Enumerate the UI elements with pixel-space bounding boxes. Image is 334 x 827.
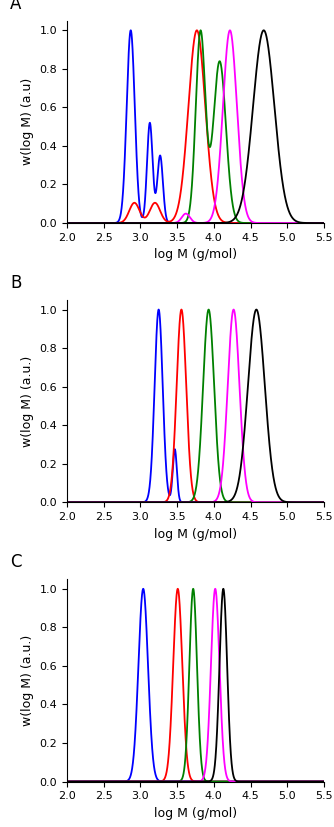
Text: C: C [10,553,22,571]
Y-axis label: w(log M) (a.u.): w(log M) (a.u.) [21,634,34,726]
Y-axis label: w(log M) (a.u.): w(log M) (a.u.) [21,356,34,447]
X-axis label: log M (g/mol): log M (g/mol) [154,807,237,820]
Y-axis label: w(log M) (a.u): w(log M) (a.u) [21,79,34,165]
Text: A: A [10,0,22,12]
X-axis label: log M (g/mol): log M (g/mol) [154,528,237,541]
Text: B: B [10,274,22,292]
X-axis label: log M (g/mol): log M (g/mol) [154,248,237,261]
